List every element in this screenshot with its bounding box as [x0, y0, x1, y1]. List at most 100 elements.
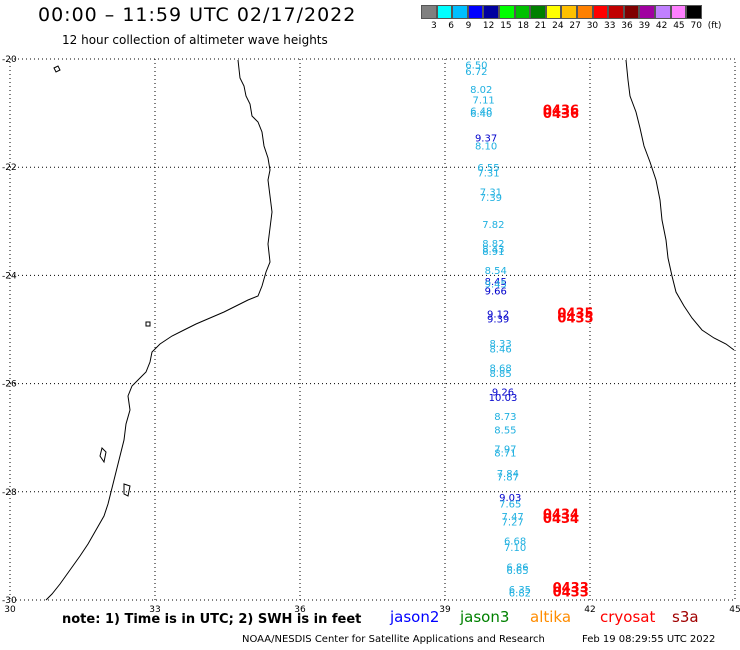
legend-swatch: [514, 5, 531, 19]
legend-label: 30: [586, 21, 599, 31]
legend-swatch: [498, 5, 515, 19]
wave-height-label: 0436: [543, 107, 579, 122]
wave-height-label: 7.39: [480, 193, 502, 204]
africa-coast-west: [45, 59, 273, 601]
wave-height-label: 8.54: [485, 266, 507, 277]
satellite-altika: altika: [530, 608, 572, 626]
legend-swatch: [576, 5, 593, 19]
legend-swatch: [467, 5, 484, 19]
wave-height-label: 0433: [553, 581, 589, 596]
wave-height-label: 7.11: [473, 96, 495, 107]
x-tick-label: 45: [729, 605, 740, 615]
timestamp-text: Feb 19 08:29:55 UTC 2022: [582, 634, 716, 645]
wave-height-label: 7.10: [504, 543, 526, 554]
wave-height-label: 0433: [553, 585, 589, 600]
y-tick-label: -26: [2, 380, 17, 390]
legend-label: 45: [673, 21, 685, 31]
color-legend: [421, 5, 702, 19]
y-tick-label: -28: [2, 488, 17, 498]
footer-note: note: 1) Time is in UTC; 2) SWH is in fe…: [62, 612, 362, 627]
legend-label: 21: [534, 21, 547, 31]
y-tick-label: -20: [2, 55, 17, 65]
wave-height-label: 0435: [557, 312, 593, 327]
wave-height-label: 8.33: [489, 339, 511, 350]
legend-swatch: [654, 5, 671, 19]
legend-swatch: [623, 5, 640, 19]
y-tick-label: -22: [2, 163, 17, 173]
wave-height-label: 8.02: [470, 85, 492, 96]
wave-height-label: 9.03: [499, 493, 521, 504]
x-tick-label: 30: [4, 605, 16, 615]
legend-label: 3: [431, 21, 437, 31]
wave-height-label: 6.72: [465, 67, 487, 78]
legend-swatch: [608, 5, 624, 19]
legend-swatch: [530, 5, 546, 19]
wave-height-label: 7.65: [499, 500, 521, 511]
wave-height-label: 8.10: [475, 142, 497, 153]
legend-label: 6: [448, 21, 455, 31]
island-2: [145, 321, 151, 327]
x-tick-label: 33: [149, 605, 160, 615]
legend-swatch: [436, 5, 453, 19]
page-title: 00:00 – 11:59 UTC 02/17/2022: [38, 4, 357, 26]
satellite-jason3: jason3: [460, 608, 510, 626]
wave-height-label: 9.45: [485, 280, 507, 291]
wave-height-label: 7.84: [497, 469, 519, 480]
y-tick-label: -30: [2, 596, 17, 606]
wave-height-label: 0436: [543, 103, 579, 118]
wave-height-label: 9.37: [475, 133, 497, 144]
legend-label: 70: [690, 21, 702, 31]
satellite-jason2: jason2: [390, 608, 440, 626]
credit-text: NOAA/NESDIS Center for Satellite Applica…: [242, 634, 545, 645]
page-subtitle: 12 hour collection of altimeter wave hei…: [62, 33, 328, 47]
wave-height-label: 6.35: [509, 585, 531, 596]
legend-label: (ft): [707, 21, 722, 31]
map-frame: [9, 58, 736, 601]
legend-label: 33: [604, 21, 616, 31]
x-tick-label: 39: [439, 605, 451, 615]
legend-label: 36: [621, 21, 633, 31]
wave-height-label: 8.46: [489, 344, 511, 355]
wave-height-label: 6.50: [465, 60, 487, 71]
wave-height-label: 8.45: [485, 277, 507, 288]
wave-height-label: 0434: [543, 512, 579, 527]
wave-height-label: 7.87: [497, 473, 519, 484]
legend-label: 12: [482, 21, 495, 31]
wave-height-label: 7.27: [502, 518, 524, 529]
wave-height-label: 8.68: [489, 363, 511, 374]
wave-height-label: 8.71: [494, 448, 516, 459]
wave-height-label: 0434: [543, 508, 579, 523]
legend-label: 27: [569, 21, 581, 31]
island-1: [53, 65, 61, 73]
wave-height-label: 7.82: [482, 220, 504, 231]
wave-height-label: 10.03: [489, 393, 518, 404]
wave-height-label: 6.68: [504, 536, 526, 547]
wave-height-label: 8.43: [482, 244, 504, 255]
y-tick-label: -24: [2, 271, 17, 281]
legend-label: 15: [500, 21, 512, 31]
color-legend-labels: 3 6 9 12 15 18 21 24 27 30 33 36 39 42 45 70 (ft): [421, 21, 740, 33]
legend-swatch: [686, 5, 702, 19]
satellite-s3a: s3a: [672, 608, 699, 626]
legend-label: 18: [517, 21, 529, 31]
wave-height-label: 7.97: [494, 445, 516, 456]
legend-swatch: [592, 5, 609, 19]
wave-height-label: 8.91: [482, 247, 504, 258]
wave-height-label: 9.39: [487, 315, 509, 326]
wave-height-label: 9.26: [492, 388, 514, 399]
legend-swatch: [421, 5, 437, 19]
x-tick-label: 36: [294, 605, 306, 615]
wave-height-label: 6.86: [506, 562, 528, 573]
wave-height-label: 6.48: [470, 106, 492, 117]
wave-height-label: 9.66: [485, 287, 507, 298]
wave-height-label: 7.47: [502, 512, 524, 523]
wave-height-label: 6.40: [470, 109, 492, 120]
wave-height-label: 6.65: [506, 566, 528, 577]
legend-label: 39: [638, 21, 651, 31]
island-4: [123, 483, 131, 497]
wave-height-label: 7.31: [477, 169, 499, 180]
legend-swatch: [452, 5, 468, 19]
coastline: [45, 59, 735, 601]
